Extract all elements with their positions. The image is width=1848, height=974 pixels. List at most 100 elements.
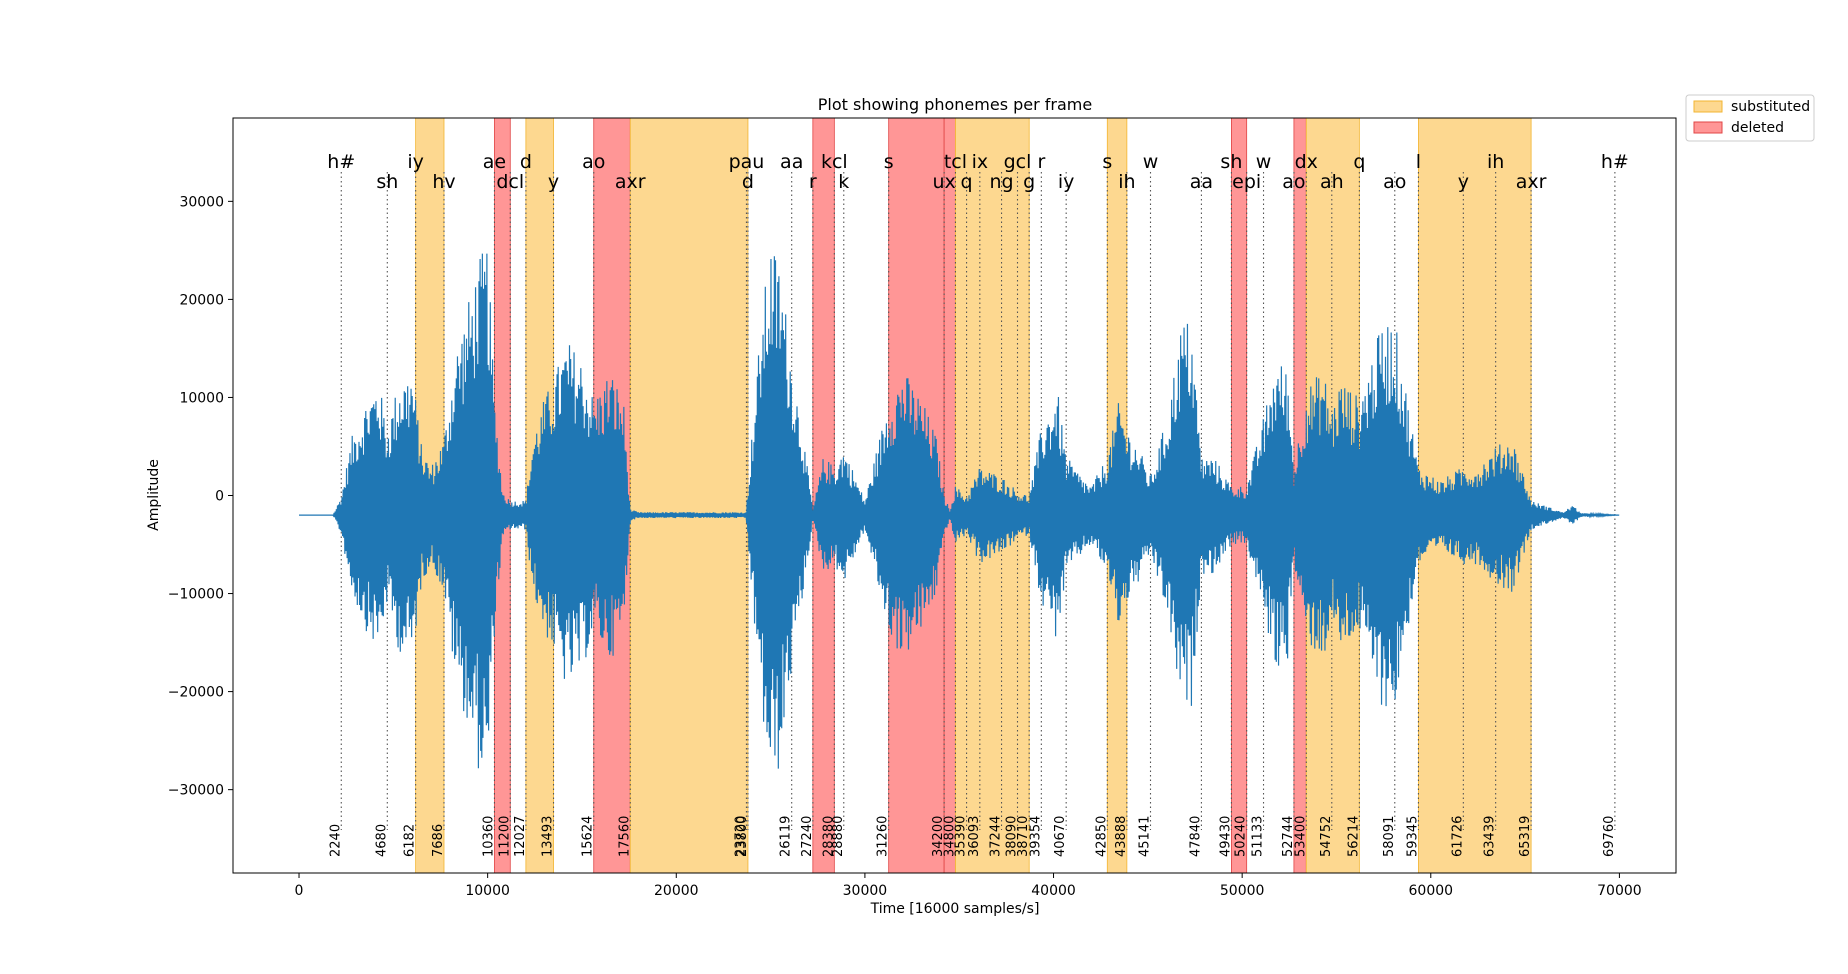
phoneme-label-26: s — [1102, 151, 1112, 173]
phoneme-label-37: ao — [1383, 171, 1406, 193]
waveform-layer — [299, 253, 1620, 769]
boundary-label-26: 42850 — [1094, 816, 1109, 857]
phoneme-label-24: r — [1037, 151, 1045, 173]
y-axis: −30000 −20000 −10000 0 10000 20000 30000 — [168, 194, 233, 799]
phoneme-label-40: ih — [1487, 151, 1504, 173]
phoneme-label-7: y — [548, 171, 559, 193]
boundary-label-28: 45141 — [1138, 816, 1153, 857]
phoneme-label-16: s — [884, 151, 894, 173]
phoneme-label-10: pau — [729, 151, 765, 173]
x-tick-label-1: 10000 — [465, 883, 510, 899]
legend-label-deleted: deleted — [1731, 120, 1784, 136]
waveform-series — [299, 253, 1620, 769]
boundary-label-12: 26119 — [779, 816, 794, 857]
x-tick-label-4: 40000 — [1031, 883, 1076, 899]
y-tick-label-5: 20000 — [179, 292, 224, 308]
boundary-label-24: 39354 — [1028, 816, 1043, 857]
phoneme-label-30: sh — [1220, 151, 1242, 173]
boundary-label-9: 17560 — [617, 816, 632, 857]
boundary-label-20: 36093 — [967, 816, 982, 857]
phoneme-label-25: iy — [1058, 171, 1075, 193]
y-axis-label: Amplitude — [146, 459, 162, 531]
region-substituted-4 — [629, 117, 749, 874]
boundary-label-30: 49430 — [1218, 816, 1233, 857]
phoneme-label-5: dcl — [496, 171, 524, 193]
boundary-label-35: 54752 — [1319, 816, 1334, 857]
phoneme-label-2: iy — [407, 151, 424, 173]
boundary-label-13: 27240 — [800, 816, 815, 857]
region-deleted-7 — [943, 117, 956, 874]
boundary-label-42: 69760 — [1602, 816, 1617, 857]
boundary-label-31: 50240 — [1234, 816, 1249, 857]
boundary-label-40: 63439 — [1483, 816, 1498, 857]
phoneme-label-1: sh — [376, 171, 398, 193]
x-tick-label-6: 60000 — [1409, 883, 1454, 899]
phoneme-label-8: ao — [582, 151, 605, 173]
phoneme-labels-layer: h#shiyhvaedcldyaoaxrpaudaarkclksuxtclqix… — [327, 151, 1629, 193]
boundary-label-1: 4680 — [374, 824, 389, 857]
phoneme-label-35: ah — [1320, 171, 1344, 193]
boundary-label-29: 47840 — [1188, 816, 1203, 857]
x-tick-label-0: 0 — [295, 883, 304, 899]
boundary-label-37: 58091 — [1382, 816, 1397, 857]
boundary-label-27: 43888 — [1114, 816, 1129, 857]
boundary-label-22: 38090 — [1005, 816, 1020, 857]
y-tick-label-3: 0 — [215, 489, 224, 505]
boundary-labels-layer: 2240 4680 6182 7686 10360 11200 12027 13493 1562… — [328, 816, 1617, 857]
phoneme-label-22: gcl — [1004, 151, 1032, 173]
x-tick-label-2: 20000 — [654, 883, 699, 899]
boundary-label-2: 6182 — [403, 824, 418, 857]
boundary-label-39: 61726 — [1450, 816, 1465, 857]
boundary-label-8: 15624 — [581, 816, 596, 857]
y-tick-label-4: 10000 — [179, 390, 224, 406]
phoneme-label-13: r — [809, 171, 817, 193]
phoneme-label-23: g — [1023, 171, 1035, 193]
boundary-label-21: 37244 — [989, 816, 1004, 857]
x-axis: 0 10000 20000 30000 40000 50000 60000 70000 — [295, 873, 1642, 899]
boundary-label-38: 59345 — [1405, 816, 1420, 857]
boundary-label-23: 38710 — [1016, 816, 1031, 857]
phoneme-label-6: d — [520, 151, 532, 173]
legend: substituted deleted — [1685, 94, 1815, 142]
phoneme-label-18: tcl — [944, 151, 967, 173]
phoneme-label-38: l — [1416, 151, 1421, 173]
y-tick-label-1: −20000 — [168, 685, 224, 701]
phoneme-label-15: k — [838, 171, 849, 193]
chart-title: Plot showing phonemes per frame — [818, 95, 1092, 114]
legend-swatch-substituted — [1693, 100, 1723, 113]
boundary-label-6: 12027 — [513, 816, 528, 857]
y-tick-label-2: −10000 — [168, 587, 224, 603]
boundary-label-15: 28880 — [831, 816, 846, 857]
x-tick-label-5: 50000 — [1220, 883, 1265, 899]
phoneme-label-32: w — [1256, 151, 1272, 173]
boundary-label-14: 28380 — [821, 816, 836, 857]
boundary-label-3: 7686 — [431, 824, 446, 857]
boundary-label-19: 35390 — [954, 816, 969, 857]
boundary-label-33: 52744 — [1281, 816, 1296, 857]
boundary-label-16: 31260 — [876, 816, 891, 857]
phoneme-label-34: dx — [1295, 151, 1318, 173]
boundary-label-11: 23800 — [735, 816, 750, 857]
legend-label-substituted: substituted — [1731, 99, 1810, 115]
phoneme-label-33: ao — [1282, 171, 1305, 193]
x-tick-label-7: 70000 — [1597, 883, 1642, 899]
phoneme-label-28: w — [1143, 151, 1159, 173]
x-axis-label: Time [16000 samples/s] — [870, 901, 1040, 917]
phoneme-label-0: h# — [327, 151, 355, 173]
boundary-label-36: 56214 — [1346, 816, 1361, 857]
boundary-label-4: 10360 — [481, 816, 496, 857]
phoneme-label-20: ix — [972, 151, 989, 173]
phoneme-label-11: d — [742, 171, 754, 193]
boundary-label-5: 11200 — [497, 816, 512, 857]
boundary-label-41: 65319 — [1518, 816, 1533, 857]
boundary-label-34: 53400 — [1293, 816, 1308, 857]
phoneme-label-3: hv — [432, 171, 455, 193]
phoneme-label-17: ux — [932, 171, 955, 193]
phoneme-label-14: kcl — [821, 151, 848, 173]
boundary-label-32: 51133 — [1251, 816, 1266, 857]
phoneme-label-4: ae — [483, 151, 506, 173]
x-tick-label-3: 30000 — [843, 883, 888, 899]
y-tick-label-6: 30000 — [179, 194, 224, 210]
phoneme-label-12: aa — [780, 151, 803, 173]
